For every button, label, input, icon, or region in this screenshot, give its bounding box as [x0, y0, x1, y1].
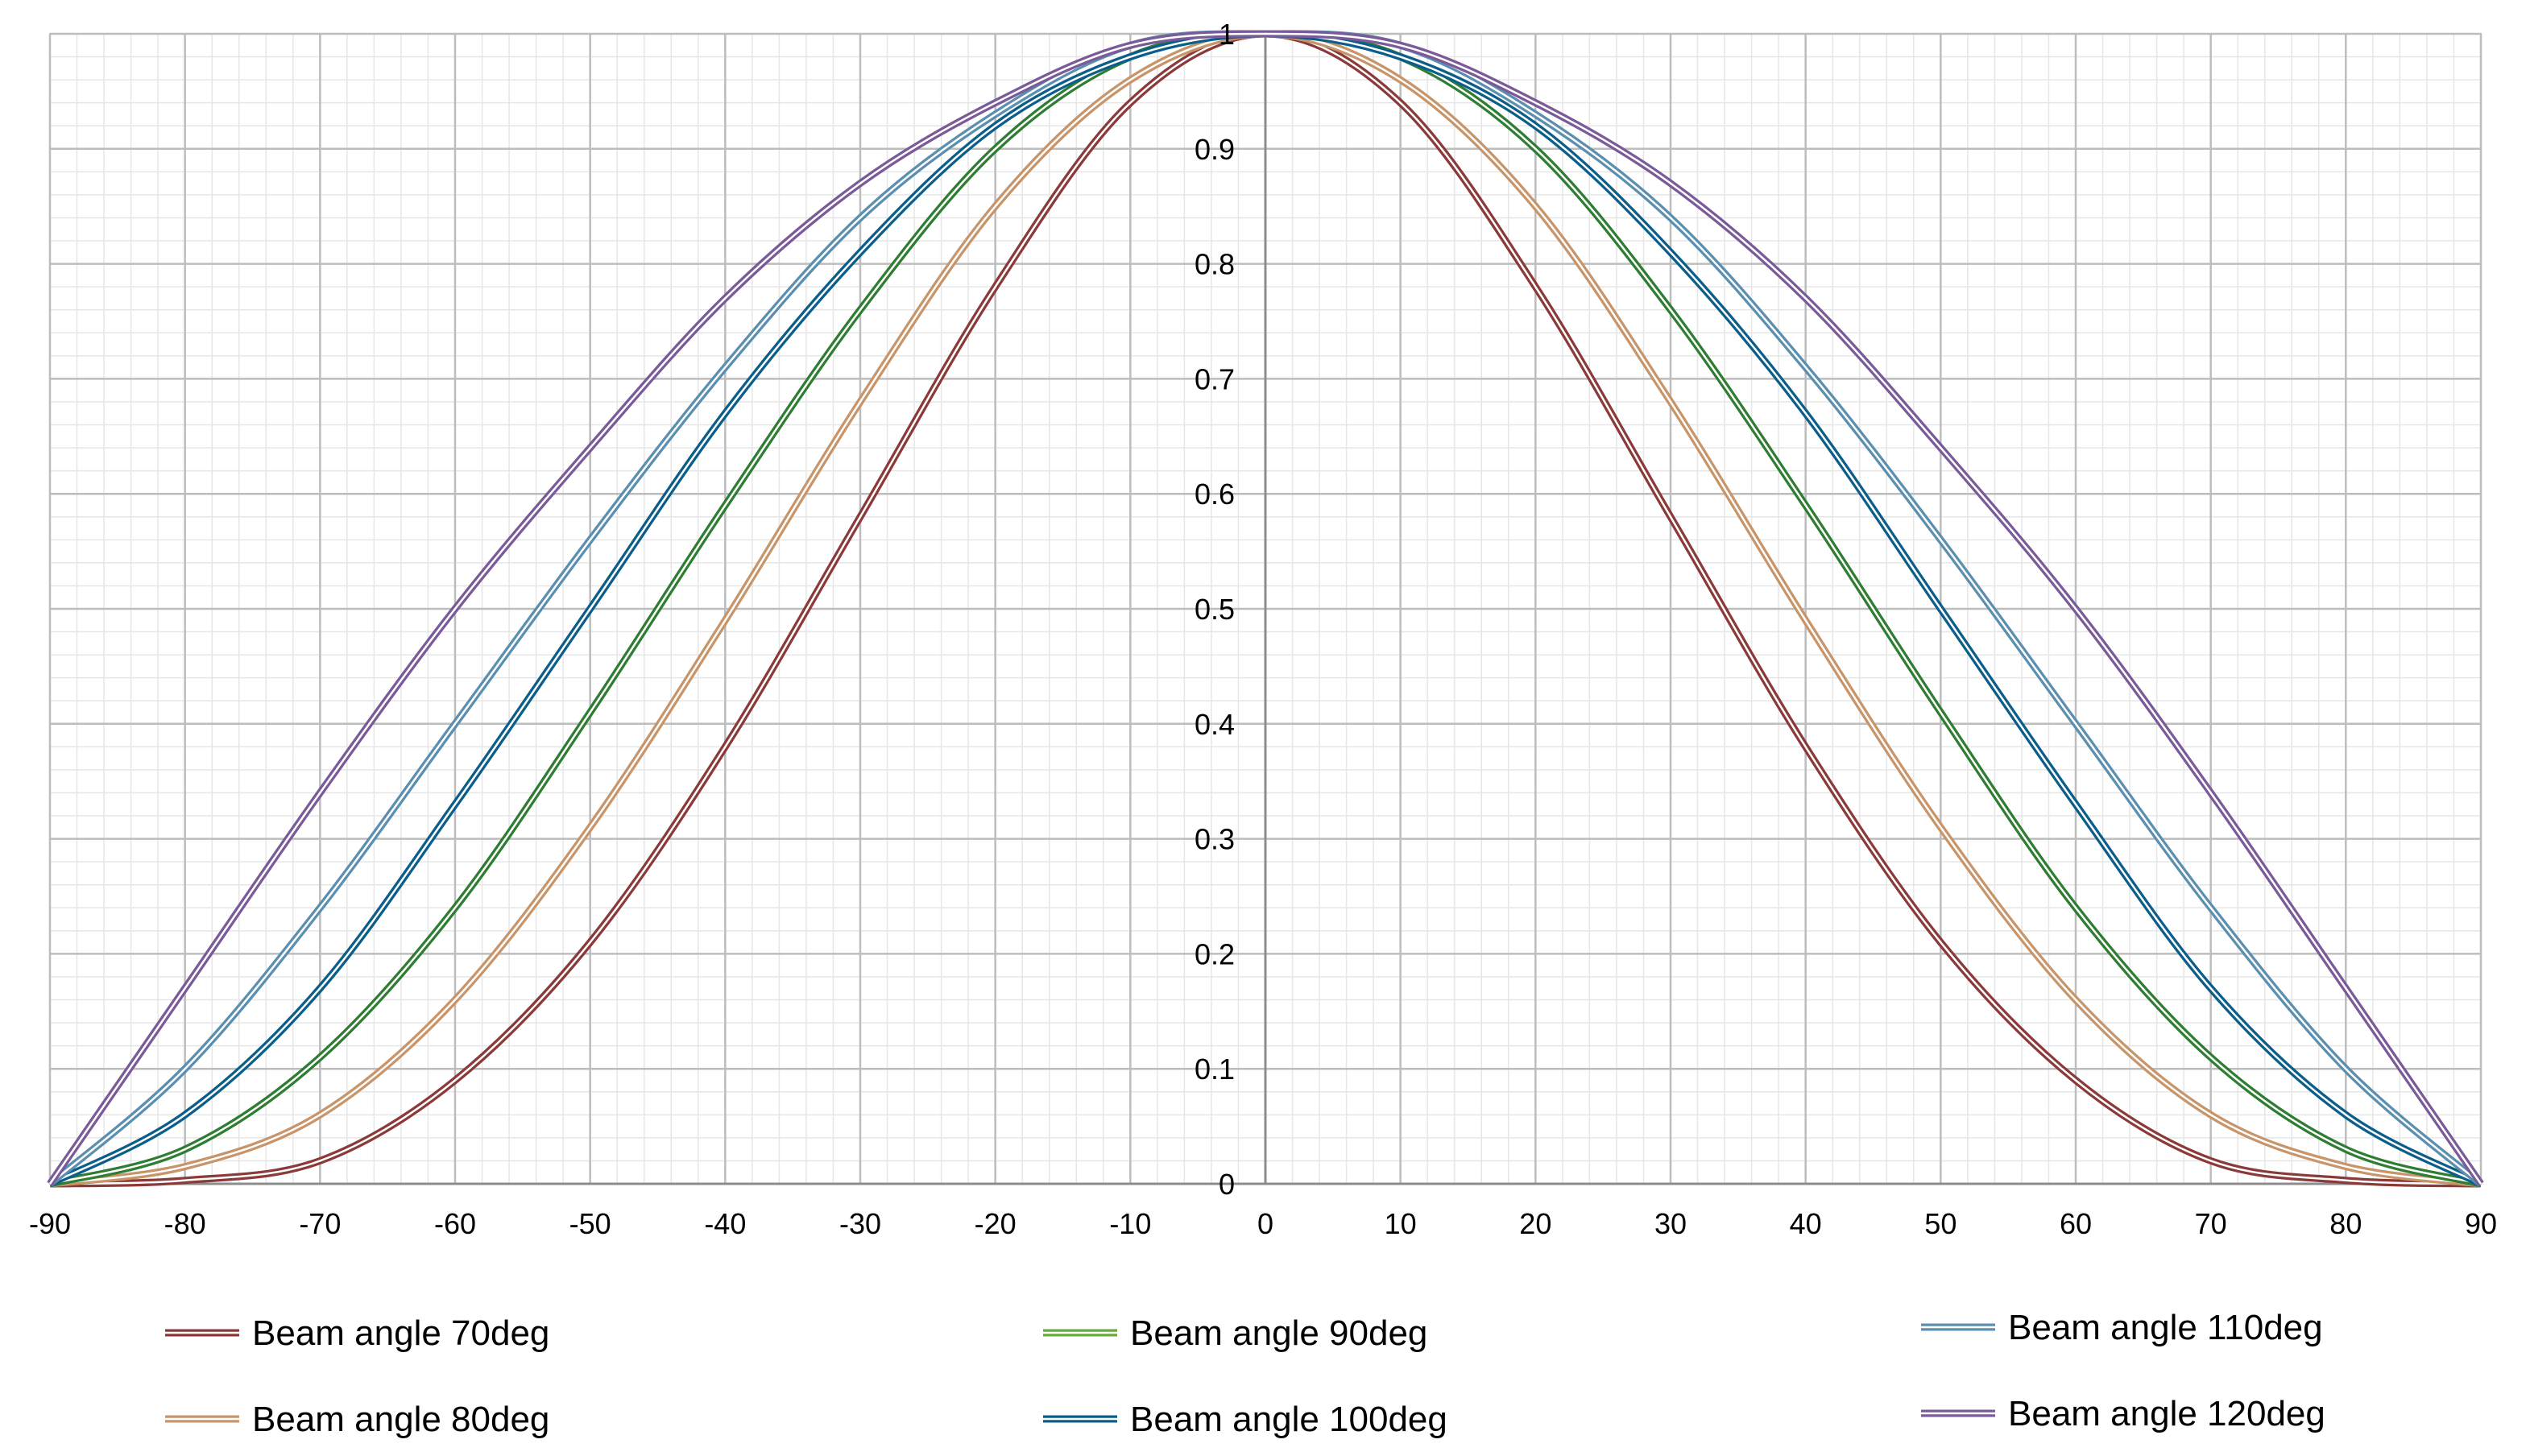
series-lines	[47, 30, 2484, 1188]
y-tick-label: 0	[1219, 1168, 1235, 1201]
legend-label: Beam angle 100deg	[1130, 1400, 1447, 1439]
legend-item: Beam angle 120deg	[1921, 1394, 2325, 1433]
x-tick-label: -80	[164, 1207, 206, 1240]
x-tick-label: -10	[1109, 1207, 1151, 1240]
legend-label: Beam angle 120deg	[2008, 1394, 2325, 1433]
legend: Beam angle 70deg Beam angle 80deg Beam ang…	[165, 1308, 2325, 1439]
series-beam-angle-120deg	[47, 30, 2484, 1186]
y-tick-label: 0.1	[1195, 1053, 1235, 1086]
legend-item: Beam angle 110deg	[1921, 1308, 2323, 1347]
x-tick-label: 60	[2060, 1207, 2092, 1240]
legend-label: Beam angle 70deg	[252, 1313, 549, 1353]
x-tick-label: -70	[299, 1207, 341, 1240]
y-tick-label: 0.9	[1195, 133, 1235, 166]
y-tick-label: 0.5	[1195, 593, 1235, 626]
x-tick-label: 80	[2329, 1207, 2362, 1240]
x-tick-label: 30	[1654, 1207, 1687, 1240]
legend-label: Beam angle 80deg	[252, 1400, 549, 1439]
y-tick-label: 0.4	[1195, 708, 1235, 741]
legend-item: Beam angle 90deg	[1043, 1313, 1427, 1353]
y-tick-label: 0.6	[1195, 478, 1235, 511]
y-tick-label: 0.2	[1195, 937, 1235, 970]
legend-label: Beam angle 110deg	[2008, 1308, 2323, 1347]
grid	[48, 32, 2482, 1185]
x-tick-label: -90	[29, 1207, 71, 1240]
x-tick-label: 70	[2195, 1207, 2227, 1240]
x-tick-label: -60	[434, 1207, 476, 1240]
legend-item: Beam angle 80deg	[165, 1400, 549, 1439]
y-axis-ticks: 0 0.1 0.2 0.3 0.4 0.5 0.6 0.7 0.8 0.9 1	[1195, 18, 1235, 1201]
legend-item: Beam angle 70deg	[165, 1313, 549, 1353]
x-axis-ticks: -90 -80 -70 -60 -50 -40 -30 -20 -10 0 10 20 30 40 50 60…	[29, 1207, 2497, 1240]
x-tick-label: 20	[1519, 1207, 1551, 1240]
legend-item: Beam angle 100deg	[1043, 1400, 1447, 1439]
x-tick-label: -40	[704, 1207, 746, 1240]
y-tick-label: 0.3	[1195, 823, 1235, 856]
x-tick-label: -50	[569, 1207, 611, 1240]
x-tick-label: 50	[1924, 1207, 1957, 1240]
x-tick-label: -30	[839, 1207, 881, 1240]
x-tick-label: 40	[1790, 1207, 1822, 1240]
y-tick-label: 0.7	[1195, 362, 1235, 395]
y-tick-label: 0.8	[1195, 248, 1235, 281]
x-tick-label: 90	[2465, 1207, 2497, 1240]
y-tick-label: 1	[1219, 18, 1235, 51]
legend-label: Beam angle 90deg	[1130, 1313, 1427, 1353]
x-tick-label: 0	[1257, 1207, 1273, 1240]
x-tick-label: 10	[1385, 1207, 1417, 1240]
x-tick-label: -20	[975, 1207, 1017, 1240]
